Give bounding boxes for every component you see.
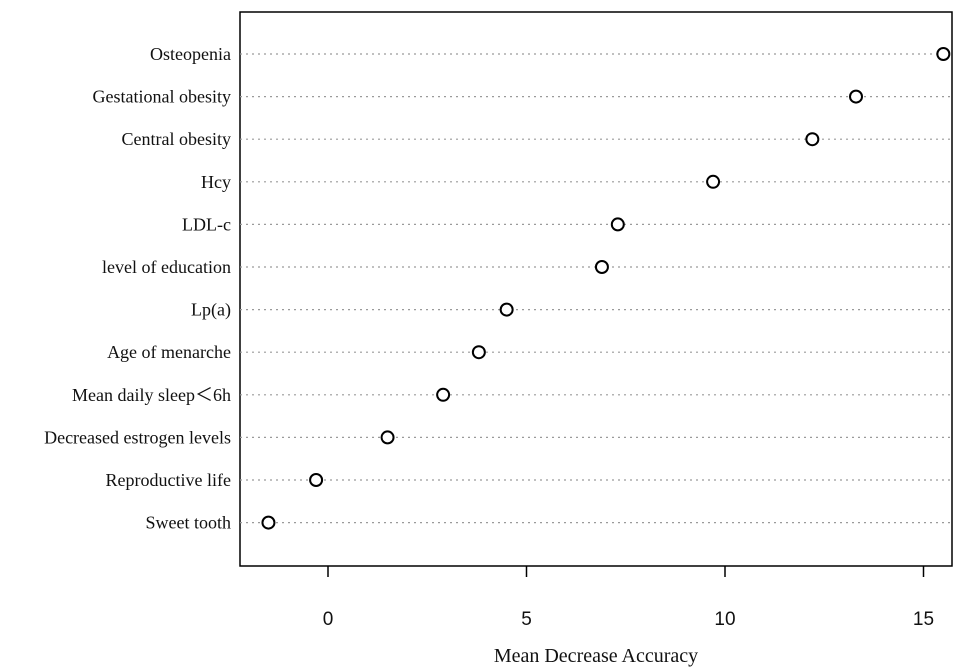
guide-lines (240, 53, 952, 524)
category-label: Decreased estrogen levels (44, 427, 231, 447)
data-points (261, 47, 951, 530)
x-axis-title: Mean Decrease Accuracy (494, 645, 698, 667)
data-point (805, 132, 820, 147)
data-point (499, 302, 514, 317)
category-label: Reproductive life (106, 470, 231, 490)
category-label: LDL-c (182, 214, 231, 234)
data-point (849, 89, 864, 104)
category-label: level of education (102, 257, 231, 277)
data-point (594, 260, 609, 274)
x-tick-label: 0 (323, 609, 334, 630)
x-tick-label: 10 (714, 609, 735, 630)
data-point (380, 430, 395, 445)
data-point (610, 217, 625, 232)
category-label: Gestational obesity (93, 87, 231, 107)
category-label: Osteopenia (150, 44, 231, 64)
data-point (261, 515, 276, 530)
data-point (471, 345, 486, 360)
category-label: Age of menarche (107, 342, 231, 362)
category-label: Hcy (201, 172, 231, 192)
data-point (936, 47, 951, 61)
category-labels: Osteopenia Gestational obesity Central obe… (44, 44, 231, 533)
category-label: Lp(a) (191, 300, 231, 321)
x-tick-label: 5 (521, 609, 532, 630)
x-tick-label: 15 (913, 609, 934, 630)
data-point (436, 387, 451, 402)
plot-frame (239, 11, 953, 567)
data-point (706, 174, 721, 189)
category-label: Mean daily sleep＜6h (72, 385, 231, 405)
x-axis-ticks: 0 5 10 15 (323, 566, 934, 630)
category-label: Sweet tooth (146, 513, 232, 533)
data-point (309, 473, 324, 487)
category-label: Central obesity (122, 129, 231, 149)
